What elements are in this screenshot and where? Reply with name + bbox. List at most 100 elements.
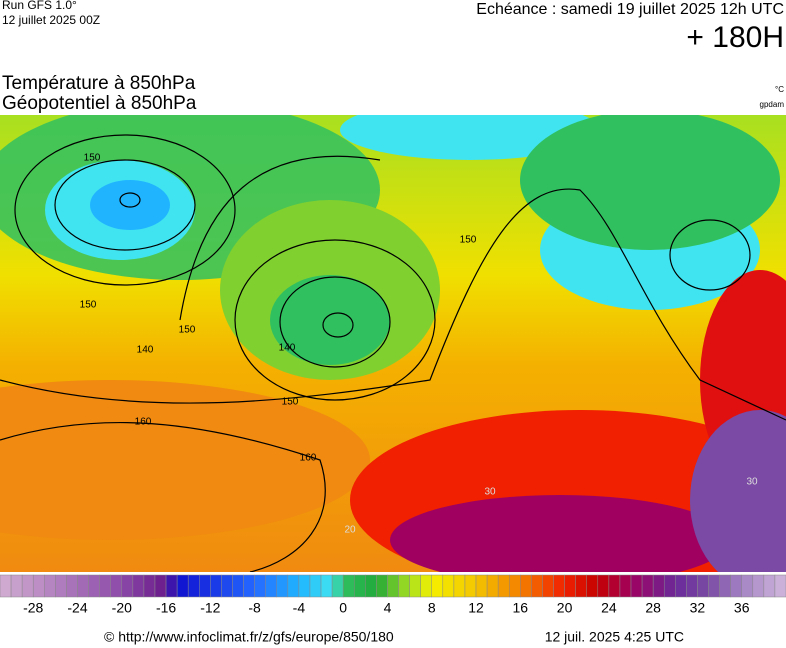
colorbar-swatch <box>508 574 521 598</box>
colorbar-swatch <box>752 574 765 598</box>
colorbar-swatch <box>398 574 410 598</box>
colorbar-swatch <box>143 574 156 598</box>
colorbar-swatch <box>254 574 266 598</box>
colorbar-swatch <box>697 574 709 598</box>
colorbar-swatch <box>564 574 576 598</box>
colorbar-swatch <box>55 574 67 598</box>
colorbar-tick-label: 28 <box>645 600 661 616</box>
colorbar-swatch <box>619 574 632 598</box>
unit-temp: °C <box>775 85 784 94</box>
contour-label: 140 <box>137 345 154 356</box>
colorbar-swatch <box>0 574 12 598</box>
colorbar-swatch <box>32 574 45 598</box>
colorbar-swatch <box>354 574 366 598</box>
colorbar-swatch <box>221 574 233 598</box>
colorbar-tick-label: 4 <box>384 600 392 616</box>
colorbar-swatch <box>331 574 344 598</box>
colorbar-swatch <box>774 574 786 598</box>
colorbar-swatch <box>66 574 78 598</box>
colorbar-swatch <box>243 574 255 598</box>
unit-geo: gpdam <box>760 100 785 109</box>
contour-label: 150 <box>84 153 101 164</box>
colorbar-swatch <box>132 574 145 598</box>
colorbar-swatch <box>320 574 333 598</box>
colorbar-tick-label: 20 <box>557 600 573 616</box>
colorbar-swatch <box>365 574 377 598</box>
colorbar-swatch <box>663 574 676 598</box>
colorbar-tick-label: -4 <box>293 600 306 616</box>
colorbar-swatch <box>154 574 167 598</box>
colorbar-swatch <box>376 574 388 598</box>
colorbar-tick-label: 16 <box>513 600 529 616</box>
colorbar-tick-label: 12 <box>468 600 484 616</box>
colorbar-tick-label: -8 <box>248 600 261 616</box>
colorbar-swatch <box>44 574 56 598</box>
colorbar-swatch <box>99 574 111 598</box>
colorbar-swatch <box>276 574 289 598</box>
colorbar-tick-label: 8 <box>428 600 436 616</box>
run-date: 12 juillet 2025 00Z <box>2 13 100 27</box>
colorbar-swatch <box>298 574 311 598</box>
colorbar-swatch <box>741 574 754 598</box>
colorbar-swatch <box>531 574 543 598</box>
contour-label: 30 <box>746 477 758 488</box>
colorbar-swatch <box>287 574 300 598</box>
colorbar-swatch <box>442 574 455 598</box>
contour-label: 160 <box>300 453 317 464</box>
colorbar-tick-label: -20 <box>112 600 132 616</box>
colorbar-swatch <box>630 574 643 598</box>
colorbar-swatch <box>686 574 698 598</box>
contour-label: 150 <box>80 300 97 311</box>
colorbar-swatch <box>309 574 322 598</box>
colorbar-swatch <box>387 574 399 598</box>
colorbar-tick-label: 32 <box>690 600 706 616</box>
title-temp: Température à 850hPa <box>2 73 196 94</box>
colorbar-tick-label: -16 <box>156 600 176 616</box>
colorbar-swatch <box>409 574 421 598</box>
colorbar-swatch <box>542 574 554 598</box>
colorbar-swatch <box>199 574 211 598</box>
lead-time: + 180H <box>686 21 784 54</box>
colorbar-swatch <box>165 574 178 598</box>
colorbar-swatch <box>675 574 687 598</box>
contour-label: 20 <box>344 525 356 536</box>
footer-url: © http://www.infoclimat.fr/z/gfs/europe/… <box>104 629 394 645</box>
colorbar-tick-label: -24 <box>67 600 87 616</box>
colorbar-swatch <box>453 574 466 598</box>
colorbar-tick-label: 24 <box>601 600 617 616</box>
colorbar-swatch <box>77 574 89 598</box>
colorbar-swatch <box>420 574 432 598</box>
colorbar-swatch <box>730 574 742 598</box>
colorbar-swatch <box>475 574 488 598</box>
colorbar-swatch <box>597 574 610 598</box>
colorbar-swatch <box>232 574 244 598</box>
footer-time: 12 juil. 2025 4:25 UTC <box>545 629 684 645</box>
colorbar-swatch <box>708 574 720 598</box>
colorbar-tick-label: 0 <box>339 600 347 616</box>
contour-label: 30 <box>484 487 496 498</box>
colorbar-swatch <box>21 574 34 598</box>
colorbar-swatch <box>719 574 731 598</box>
colorbar-swatch <box>342 574 355 598</box>
contour-label: 160 <box>135 417 152 428</box>
colorbar-swatch <box>497 574 510 598</box>
colorbar-swatch <box>586 574 599 598</box>
map <box>0 115 786 572</box>
colorbar-swatch <box>176 574 189 598</box>
title-geo: Géopotentiel à 850hPa <box>2 93 197 114</box>
colorbar-swatch <box>431 574 444 598</box>
contour-label: 150 <box>460 235 477 246</box>
colorbar-swatch <box>652 574 665 598</box>
colorbar-tick-label: 36 <box>734 600 750 616</box>
contour-label: 150 <box>282 397 299 408</box>
colorbar-swatch <box>464 574 477 598</box>
colorbar-swatch <box>641 574 654 598</box>
contour-label: 150 <box>179 325 196 336</box>
colorbar-swatch <box>110 574 123 598</box>
colorbar-swatch <box>210 574 222 598</box>
valid-time: Echéance : samedi 19 juillet 2025 12h UT… <box>476 1 784 18</box>
colorbar-tick-label: -12 <box>200 600 220 616</box>
contour-label: 140 <box>279 343 296 354</box>
colorbar-swatch <box>763 574 776 598</box>
